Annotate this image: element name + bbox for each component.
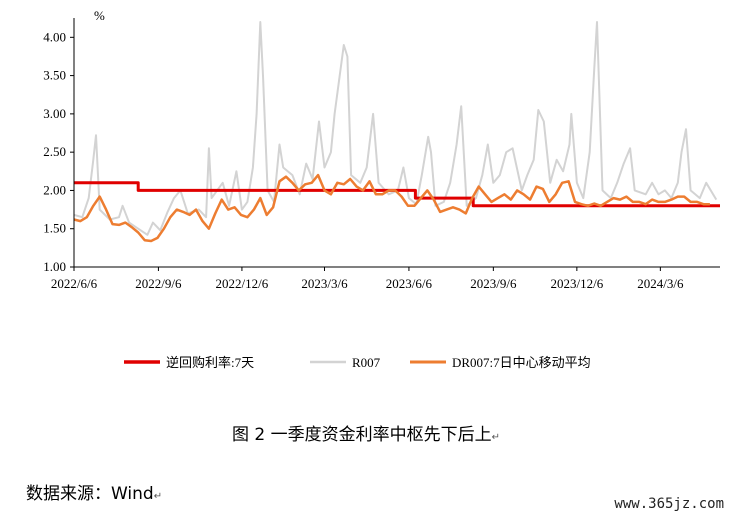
series-layer — [73, 21, 720, 243]
series-line-dr007 — [73, 173, 710, 243]
legend-label-r007: R007 — [352, 355, 381, 370]
y-tick-label: 2.50 — [43, 144, 66, 159]
y-axis-unit-label: % — [94, 8, 105, 23]
source-return-mark: ↵ — [153, 491, 163, 502]
legend-label-policy: 逆回购利率:7天 — [166, 355, 254, 370]
axis-layer: 1.00 1.50 2.00 2.50 3.00 3.50 4.00% 2022/6/6 202… — [43, 8, 720, 291]
caption-text: 图 2 一季度资金利率中枢先下后上 — [231, 425, 492, 445]
x-tick-label: 2023/6/6 — [386, 276, 433, 291]
source-note: 数据来源：Wind↵ — [26, 479, 162, 504]
caption-return-mark: ↵ — [491, 432, 500, 443]
series-line-policy — [74, 181, 720, 208]
x-tick-label: 2022/9/6 — [135, 276, 182, 291]
legend: 逆回购利率:7天 R007 DR007:7日中心移动平均 — [124, 355, 591, 370]
x-tick-label: 2023/9/6 — [470, 276, 517, 291]
x-tick-label: 2022/6/6 — [51, 276, 98, 291]
chart: 1.00 1.50 2.00 2.50 3.00 3.50 4.00% 2022/6/6 202… — [43, 8, 720, 370]
source-text: 数据来源：Wind — [26, 484, 154, 504]
x-tick-label: 2023/12/6 — [550, 276, 603, 291]
y-tick-label: 3.00 — [43, 106, 66, 121]
x-tick-label: 2023/3/6 — [301, 276, 348, 291]
y-tick-label: 4.00 — [43, 29, 66, 44]
legend-label-dr007: DR007:7日中心移动平均 — [452, 355, 591, 370]
y-tick-label: 3.50 — [43, 68, 66, 83]
series-line-r007 — [73, 21, 718, 236]
y-tick-label: 1.50 — [43, 221, 66, 236]
watermark: www.365jz.com — [614, 496, 724, 512]
x-tick-label: 2022/12/6 — [216, 276, 269, 291]
x-tick-label: 2024/3/6 — [637, 276, 684, 291]
y-tick-label: 2.00 — [43, 182, 66, 197]
figure-caption: 图 2 一季度资金利率中枢先下后上↵ — [0, 420, 732, 445]
y-tick-label: 1.00 — [43, 259, 66, 274]
